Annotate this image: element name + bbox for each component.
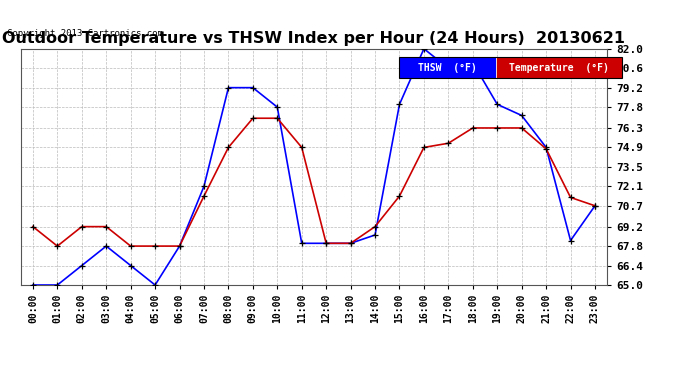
Title: Outdoor Temperature vs THSW Index per Hour (24 Hours)  20130621: Outdoor Temperature vs THSW Index per Ho… (3, 31, 625, 46)
Text: Copyright 2013 Cartronics.com: Copyright 2013 Cartronics.com (7, 28, 163, 38)
FancyBboxPatch shape (399, 57, 495, 78)
FancyBboxPatch shape (495, 57, 622, 78)
Text: Temperature  (°F): Temperature (°F) (509, 63, 609, 73)
Text: THSW  (°F): THSW (°F) (418, 63, 477, 73)
